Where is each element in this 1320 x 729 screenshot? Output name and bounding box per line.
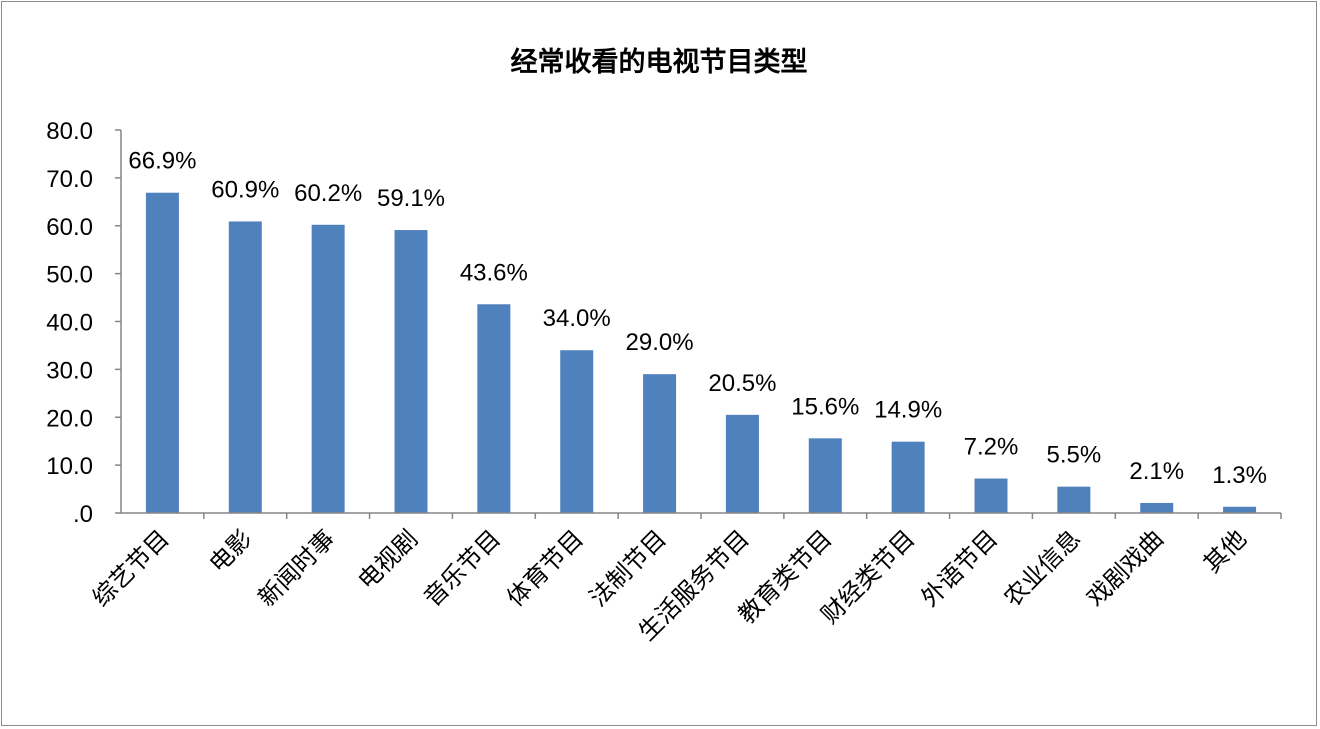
x-tick-label: 新闻时事 — [253, 524, 341, 612]
x-tick-label: 其他 — [1198, 524, 1252, 578]
x-tick-label: 外语节目 — [916, 524, 1004, 612]
bar — [808, 438, 842, 513]
data-label: 43.6% — [460, 259, 528, 286]
y-tick-label: 20.0 — [46, 405, 93, 432]
x-tick-label: 法制节目 — [584, 524, 672, 612]
y-tick-label: 40.0 — [46, 310, 93, 337]
x-tick-label: 农业信息 — [998, 524, 1086, 612]
y-tick-label: 30.0 — [46, 357, 93, 384]
data-label: 5.5% — [1047, 442, 1102, 469]
bar — [1140, 502, 1174, 513]
bar — [1223, 506, 1257, 513]
data-label: 34.0% — [543, 305, 611, 332]
bar — [477, 304, 511, 513]
x-tick-label: 体育节目 — [501, 524, 589, 612]
bar — [394, 230, 428, 513]
y-axis: .0 10.0 20.0 30.0 40.0 50.0 60.0 70.0 80.0 — [46, 118, 122, 528]
data-labels: 66.9% 60.9% 60.2% 59.1% 43.6% 34.0% 29.0% 20.5%… — [128, 148, 1267, 489]
data-label: 66.9% — [128, 148, 196, 175]
x-tick-label: 综艺节目 — [87, 524, 175, 612]
bar — [974, 478, 1008, 513]
data-label: 15.6% — [791, 393, 859, 420]
data-label: 1.3% — [1212, 462, 1267, 489]
bar — [145, 192, 179, 513]
y-tick-label: 10.0 — [46, 453, 93, 480]
x-tick-label: 音乐节目 — [418, 524, 506, 612]
data-label: 59.1% — [377, 185, 445, 212]
bar — [1057, 486, 1091, 513]
y-tick-label: 80.0 — [46, 118, 93, 145]
data-label: 60.9% — [211, 176, 279, 203]
bar — [560, 350, 594, 513]
data-label: 2.1% — [1129, 458, 1184, 485]
bar — [311, 224, 345, 514]
bar — [725, 414, 759, 513]
bar — [643, 374, 677, 513]
data-label: 29.0% — [626, 329, 694, 356]
y-tick-label: 70.0 — [46, 166, 93, 193]
bar — [228, 221, 262, 513]
x-tick-label: 戏剧戏曲 — [1081, 524, 1169, 612]
x-tick-label: 电影 — [204, 524, 258, 578]
y-tick-label: 60.0 — [46, 214, 93, 241]
bars — [145, 192, 1257, 514]
bar — [891, 441, 925, 513]
data-label: 20.5% — [708, 370, 776, 397]
data-label: 60.2% — [294, 180, 362, 207]
data-label: 14.9% — [874, 397, 942, 424]
data-label: 7.2% — [964, 434, 1019, 461]
y-tick-label: 50.0 — [46, 262, 93, 289]
chart-title: 经常收看的电视节目类型 — [511, 46, 808, 78]
x-tick-label: 电视剧 — [353, 524, 424, 595]
y-tick-label: .0 — [73, 501, 93, 528]
